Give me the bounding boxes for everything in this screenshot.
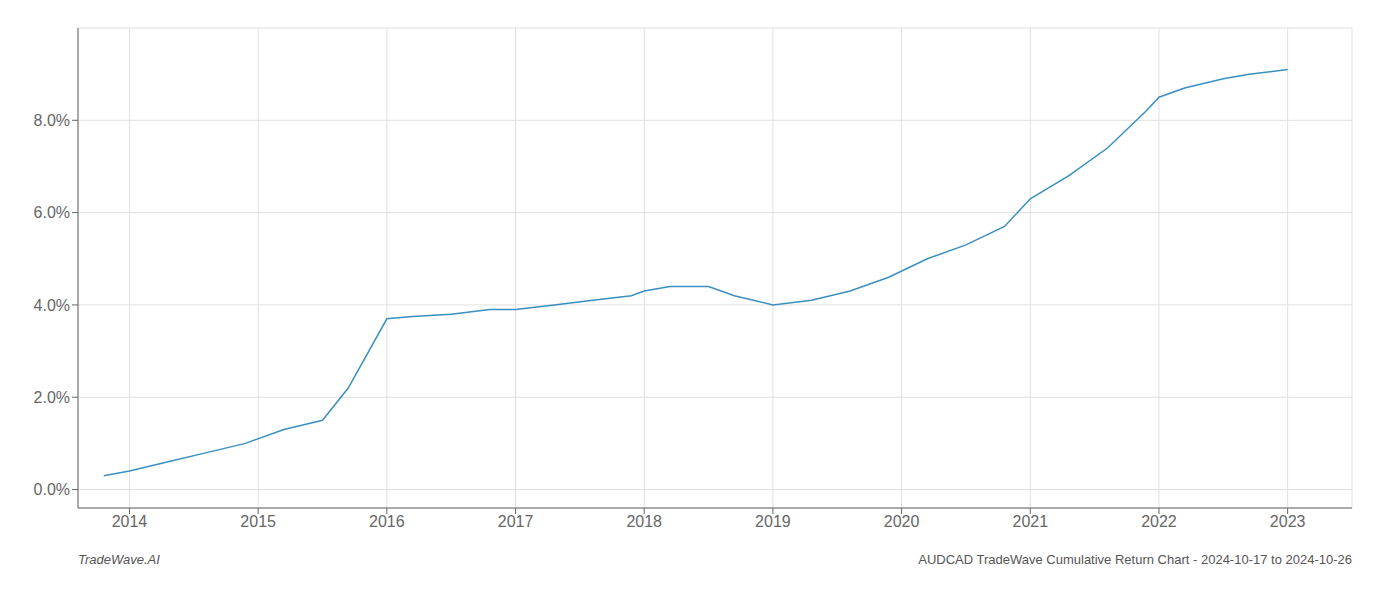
svg-text:4.0%: 4.0% xyxy=(34,297,70,314)
svg-text:2023: 2023 xyxy=(1270,513,1306,530)
svg-text:2022: 2022 xyxy=(1141,513,1177,530)
svg-text:2.0%: 2.0% xyxy=(34,389,70,406)
svg-text:8.0%: 8.0% xyxy=(34,112,70,129)
svg-text:2021: 2021 xyxy=(1012,513,1048,530)
svg-text:2019: 2019 xyxy=(755,513,791,530)
html-text:AUDCAD TradeWave Cumulative Re: AUDCAD TradeWave Cumulative Return Chart… xyxy=(918,552,1352,567)
svg-text:2015: 2015 xyxy=(240,513,276,530)
html-text:TradeWave.AI: TradeWave.AI xyxy=(78,552,160,567)
svg-text:2014: 2014 xyxy=(112,513,148,530)
svg-text:2020: 2020 xyxy=(884,513,920,530)
svg-text:2017: 2017 xyxy=(498,513,534,530)
svg-text:6.0%: 6.0% xyxy=(34,204,70,221)
svg-text:0.0%: 0.0% xyxy=(34,481,70,498)
svg-text:2016: 2016 xyxy=(369,513,405,530)
svg-text:2018: 2018 xyxy=(626,513,662,530)
